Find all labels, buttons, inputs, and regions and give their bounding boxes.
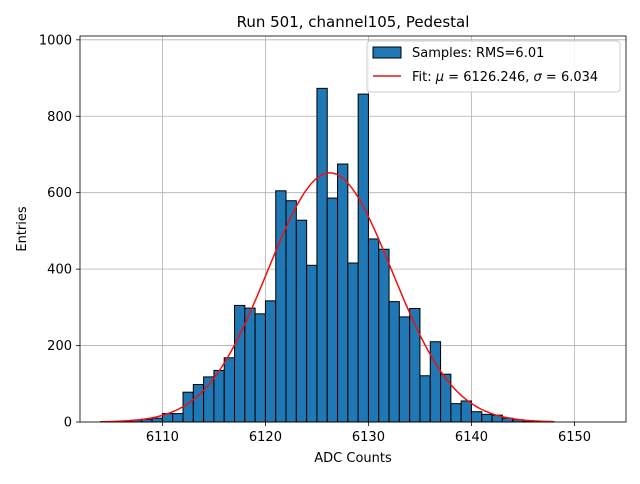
histogram-bar	[399, 317, 409, 422]
histogram-bar	[358, 94, 368, 422]
histogram-bar	[327, 198, 337, 422]
histogram-bar	[482, 414, 492, 422]
y-tick-label: 400	[47, 263, 72, 278]
legend-histogram-label: Samples: RMS=6.01	[412, 46, 544, 61]
y-tick-label: 200	[47, 339, 72, 354]
histogram-bar	[255, 314, 265, 422]
legend-fit-separator: ,	[525, 70, 533, 85]
histogram-bar	[368, 239, 378, 422]
histogram-bar	[441, 374, 451, 422]
histogram-bar	[214, 370, 224, 422]
histogram-bar	[286, 201, 296, 422]
y-tick-label: 800	[47, 110, 72, 125]
legend-fit-equals-2: =	[542, 70, 561, 85]
legend-fit-prefix: Fit:	[412, 70, 436, 85]
y-tick-label: 0	[64, 416, 72, 431]
legend-fit-sigma-value: 6.034	[561, 70, 598, 85]
legend-fit-mu-symbol: μ	[435, 70, 444, 85]
y-tick-label: 1000	[39, 33, 72, 48]
legend-fit-label: Fit: μ = 6126.246, σ = 6.034	[412, 70, 598, 85]
histogram-bar	[451, 404, 461, 422]
histogram-bar	[317, 88, 327, 422]
histogram-bar	[193, 385, 203, 422]
histogram-bar	[430, 342, 440, 422]
histogram-bar	[265, 301, 275, 422]
y-tick-label: 600	[47, 186, 72, 201]
histogram-bar	[379, 249, 389, 422]
histogram-bar	[296, 220, 306, 422]
histogram-bar	[276, 191, 286, 422]
histogram-bar	[183, 392, 193, 422]
histogram-bar	[235, 305, 245, 422]
chart-title: Run 501, channel105, Pedestal	[237, 13, 470, 31]
y-axis-label: Entries	[15, 206, 30, 252]
histogram-bar	[461, 401, 471, 422]
histogram-bar	[224, 358, 234, 422]
legend: Samples: RMS=6.01 Fit: μ = 6126.246, σ =…	[367, 41, 620, 92]
histogram-bar	[389, 302, 399, 422]
histogram-bar	[307, 265, 317, 422]
histogram-bar	[338, 164, 348, 422]
x-tick-label: 6150	[558, 430, 591, 445]
histogram-bar	[420, 376, 430, 422]
histogram-bar	[152, 418, 162, 422]
legend-fit-mu-value: 6126.246	[463, 70, 525, 85]
x-axis-label: ADC Counts	[314, 451, 392, 466]
legend-fit-equals-1: =	[444, 70, 463, 85]
x-tick-label: 6110	[146, 430, 179, 445]
histogram-bar	[348, 263, 358, 422]
histogram-bar	[173, 414, 183, 422]
x-tick-label: 6120	[249, 430, 282, 445]
histogram-bar	[245, 308, 255, 422]
legend-histogram-swatch	[373, 47, 401, 58]
histogram-bar	[471, 412, 481, 422]
x-tick-label: 6140	[455, 430, 488, 445]
x-tick-label: 6130	[352, 430, 385, 445]
